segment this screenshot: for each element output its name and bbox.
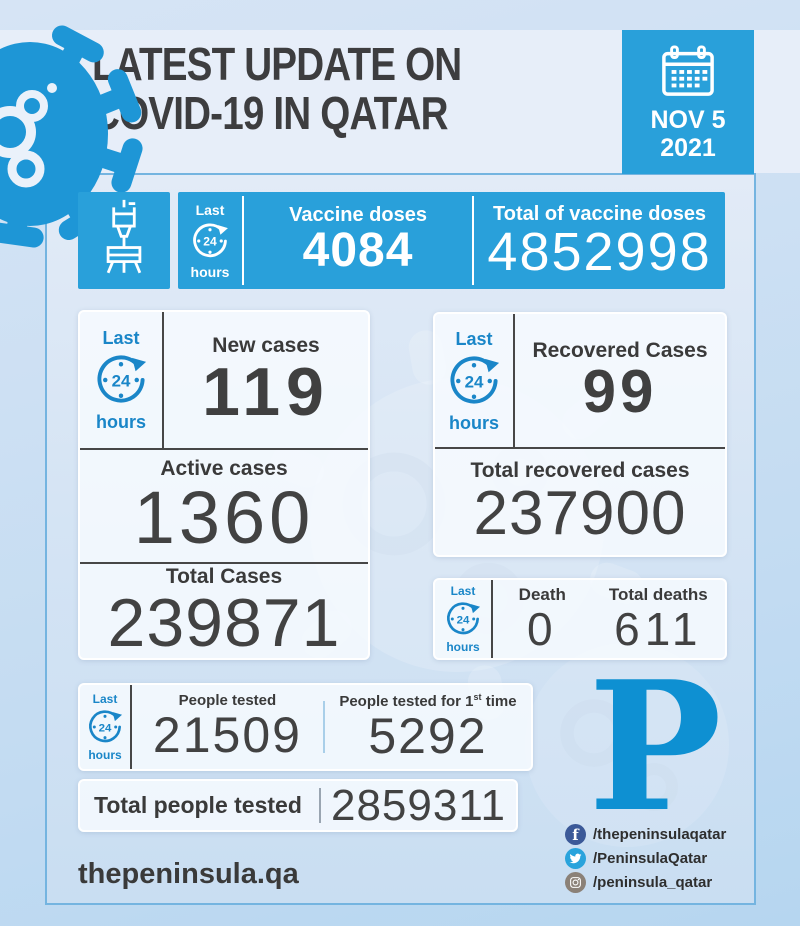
total-cases-label: Total Cases (165, 565, 283, 589)
clock-24-text: 24 (203, 234, 217, 248)
clock-24-icon: 24 (97, 355, 147, 403)
total-cases-value: 239871 (107, 584, 341, 661)
first-time-label-post: time (481, 692, 517, 710)
new-cases-value: 119 (202, 353, 330, 430)
date-line2: 2021 (660, 134, 716, 162)
people-tested-card: Last 24 hours People tested 21509 People… (78, 683, 533, 771)
twitter-handle: /PeninsulaQatar (593, 850, 708, 867)
clock-24-icon: 24 (450, 355, 500, 404)
hours-label: hours (88, 748, 122, 762)
death-value: 0 (527, 602, 558, 655)
vaccine-doses-section: Vaccine doses 4084 (244, 192, 472, 289)
date-badge: NOV 5 2021 (622, 30, 754, 174)
deaths-card: Last 24 hours Death 0 Total deaths 611 (433, 578, 727, 660)
clock-24-icon: 24 (447, 602, 481, 635)
page-title-line2: COVID-19 IN QATAR (92, 87, 449, 140)
vaccine-doses-label: Vaccine doses (289, 204, 427, 227)
vaccine-doses-value: 4084 (302, 224, 414, 278)
social-links: f /thepeninsulaqatar /PeninsulaQatar /pe… (565, 824, 726, 893)
people-tested-label: People tested (178, 692, 277, 710)
people-tested-first-time-value: 5292 (368, 707, 488, 764)
total-vaccine-doses-section: Total of vaccine doses 4852998 (474, 192, 725, 289)
peninsula-logo: P (588, 642, 722, 851)
total-people-tested-label: Total people tested (94, 792, 302, 818)
total-people-tested-value: 2859311 (330, 780, 506, 830)
last-label: Last (455, 328, 493, 349)
syringe-box (78, 192, 170, 289)
hours-label: hours (95, 412, 146, 432)
last-24-hours-badge: Last 24 hours (190, 203, 230, 279)
clock-24-icon: 24 (193, 222, 228, 257)
twitter-link[interactable]: /PeninsulaQatar (565, 848, 726, 869)
hours-label: hours (446, 640, 480, 654)
recovered-cases-label: Recovered Cases (532, 338, 708, 362)
syringe-icon (106, 199, 142, 273)
recovered-cases-value: 99 (582, 358, 658, 426)
last-24-hours-badge: Last 24 hours (93, 329, 149, 431)
cases-card: Last 24 hours New cases 119 Ac (78, 310, 370, 660)
people-tested-value: 21509 (152, 707, 302, 764)
date-text: NOV 5 2021 (650, 106, 725, 162)
twitter-icon (565, 848, 586, 869)
instagram-link[interactable]: /peninsula_qatar (565, 872, 726, 893)
total-vaccine-doses-value: 4852998 (487, 221, 712, 282)
recovered-card: Last 24 hours Recovered Cases 99 (433, 312, 727, 557)
clock-24-text: 24 (457, 614, 470, 626)
facebook-link[interactable]: f /thepeninsulaqatar (565, 824, 726, 845)
last-label: Last (195, 201, 225, 218)
total-recovered-label: Total recovered cases (470, 459, 690, 483)
facebook-handle: /thepeninsulaqatar (593, 826, 727, 843)
first-time-label-pre: People tested for 1 (339, 692, 474, 710)
clock-24-text: 24 (465, 372, 484, 391)
website-link[interactable]: thepeninsula.qa (78, 858, 299, 890)
page-title-line1: LATEST UPDATE ON (92, 38, 462, 90)
vaccine-banner: Last 24 hours Vaccine doses 4084 Total o… (178, 192, 725, 289)
instagram-icon (565, 872, 586, 893)
date-line1: NOV 5 (650, 106, 726, 134)
hours-label: hours (190, 263, 230, 280)
first-time-label-sup: st (473, 691, 482, 702)
total-vaccine-doses-label: Total of vaccine doses (493, 202, 707, 225)
last-24-hours-badge: Last 24 hours (446, 330, 502, 432)
instagram-handle: /peninsula_qatar (593, 874, 713, 891)
calendar-icon (662, 45, 714, 96)
clock-24-icon: 24 (89, 710, 123, 743)
total-deaths-label: Total deaths (608, 585, 708, 605)
active-cases-value: 1360 (133, 475, 315, 559)
last-label: Last (92, 692, 118, 706)
last-label: Last (450, 584, 476, 598)
last-label: Last (102, 328, 140, 348)
total-deaths-value: 611 (614, 602, 703, 655)
clock-24-text: 24 (112, 371, 131, 390)
hours-label: hours (448, 412, 499, 433)
people-tested-first-time-label: People tested for 1st time (339, 692, 516, 710)
clock-24-text: 24 (99, 722, 112, 734)
total-people-tested-box: Total people tested 2859311 (78, 779, 518, 832)
last-24-hours-badge: Last 24 hours (444, 585, 482, 653)
last-24-hours-badge: Last 24 hours (86, 693, 124, 761)
facebook-icon: f (565, 824, 586, 845)
total-recovered-value: 237900 (473, 478, 687, 548)
active-cases-label: Active cases (160, 457, 288, 481)
death-label: Death (518, 585, 566, 605)
page-title: LATEST UPDATE ON COVID-19 IN QATAR (92, 38, 462, 140)
new-cases-label: New cases (212, 334, 320, 358)
